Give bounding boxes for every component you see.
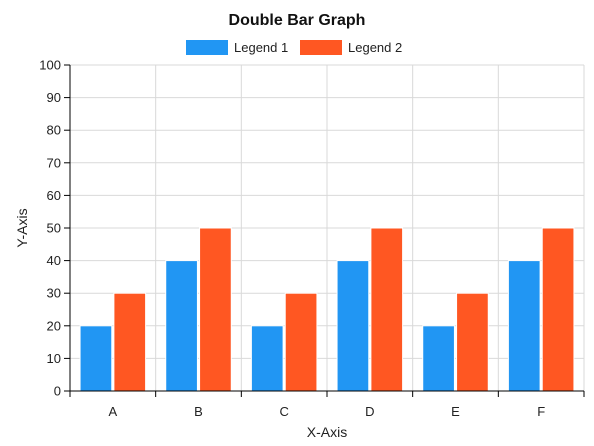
y-axis-ticks: 0 10 20 30 40 50 60 70 80 90 100 [39, 58, 70, 399]
x-tick-label: D [365, 404, 374, 419]
gridlines [69, 64, 585, 392]
x-axis-title: X-Axis [307, 424, 347, 440]
y-tick-label: 100 [39, 58, 61, 73]
bar-1-f[interactable] [507, 260, 541, 392]
y-tick-label: 50 [47, 221, 61, 236]
bars [79, 227, 575, 392]
y-tick-label: 40 [47, 253, 61, 268]
y-tick-label: 20 [47, 318, 61, 333]
y-tick-label: 30 [47, 286, 61, 301]
bar-2-b[interactable] [199, 227, 232, 392]
y-tick-label: 90 [47, 90, 61, 105]
bar-2-f[interactable] [541, 227, 575, 392]
bar-2-c[interactable] [284, 292, 318, 392]
x-tick-label: C [279, 404, 288, 419]
bar-1-d[interactable] [336, 260, 370, 392]
legend-label-1: Legend 1 [234, 40, 288, 55]
bar-2-d[interactable] [370, 227, 404, 392]
chart-title: Double Bar Graph [229, 12, 366, 29]
y-axis-title: Y-Axis [14, 208, 30, 247]
x-tick-label: A [108, 404, 117, 419]
bar-1-e[interactable] [422, 325, 455, 392]
legend-label-2: Legend 2 [348, 40, 402, 55]
x-tick-label: B [194, 404, 203, 419]
bar-1-a[interactable] [79, 325, 113, 392]
y-tick-label: 80 [47, 123, 61, 138]
bar-2-a[interactable] [113, 292, 147, 392]
legend-swatch-1 [186, 40, 228, 55]
y-tick-label: 0 [54, 384, 61, 399]
legend-swatch-2 [300, 40, 342, 55]
x-tick-label: E [451, 404, 460, 419]
bar-1-c[interactable] [250, 325, 284, 392]
y-tick-label: 60 [47, 188, 61, 203]
x-axis-ticks: A B C D E F [69, 391, 585, 419]
bar-2-e[interactable] [456, 292, 489, 392]
y-tick-label: 10 [47, 351, 61, 366]
bar-1-b[interactable] [165, 260, 198, 392]
x-tick-label: F [537, 404, 545, 419]
legend: Legend 1 Legend 2 [186, 40, 402, 55]
y-tick-label: 70 [47, 155, 61, 170]
